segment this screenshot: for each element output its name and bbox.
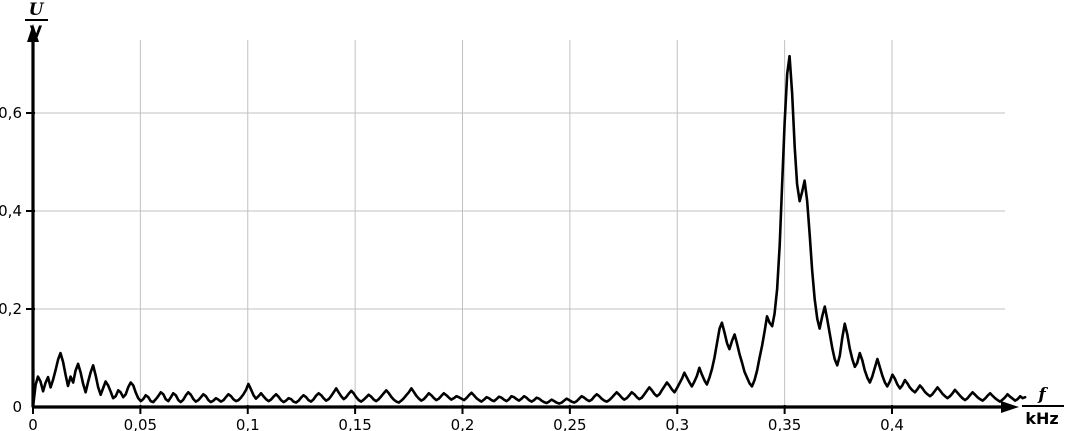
y-axis-label-numerator: U xyxy=(29,0,45,20)
x-axis-arrow-icon xyxy=(1001,401,1019,413)
y-tick-label: 0,2 xyxy=(0,300,22,318)
x-axis-ticks: 0 0,05 0,1 0,15 0,2 0,25 0,3 0,35 0,4 xyxy=(28,405,904,431)
y-tick-label: 0,4 xyxy=(0,202,22,220)
y-axis-arrow-icon xyxy=(27,24,39,42)
y-axis-label-denominator: V xyxy=(30,22,43,41)
x-tick-label: 0,35 xyxy=(768,416,801,431)
y-tick-label: 0 xyxy=(12,398,22,416)
grid-lines xyxy=(33,40,1005,407)
y-tick-label: 0,6 xyxy=(0,104,22,122)
x-tick-label: 0,2 xyxy=(451,416,475,431)
x-tick-label: 0,4 xyxy=(880,416,904,431)
x-tick-label: 0,3 xyxy=(665,416,689,431)
x-axis-label-numerator: f xyxy=(1037,385,1048,405)
x-tick-label: 0,25 xyxy=(553,416,586,431)
y-axis-ticks: 0 0,2 0,4 0,6 xyxy=(0,104,35,416)
x-tick-label: 0,15 xyxy=(338,416,371,431)
x-tick-label: 0,1 xyxy=(236,416,260,431)
x-tick-label: 0 xyxy=(28,416,38,431)
x-axis-label: f kHz xyxy=(1022,385,1064,428)
x-axis-label-denominator: kHz xyxy=(1025,409,1058,428)
x-tick-label: 0,05 xyxy=(124,416,157,431)
data-series-line xyxy=(31,54,1027,409)
y-axis-label: U V xyxy=(25,0,48,41)
